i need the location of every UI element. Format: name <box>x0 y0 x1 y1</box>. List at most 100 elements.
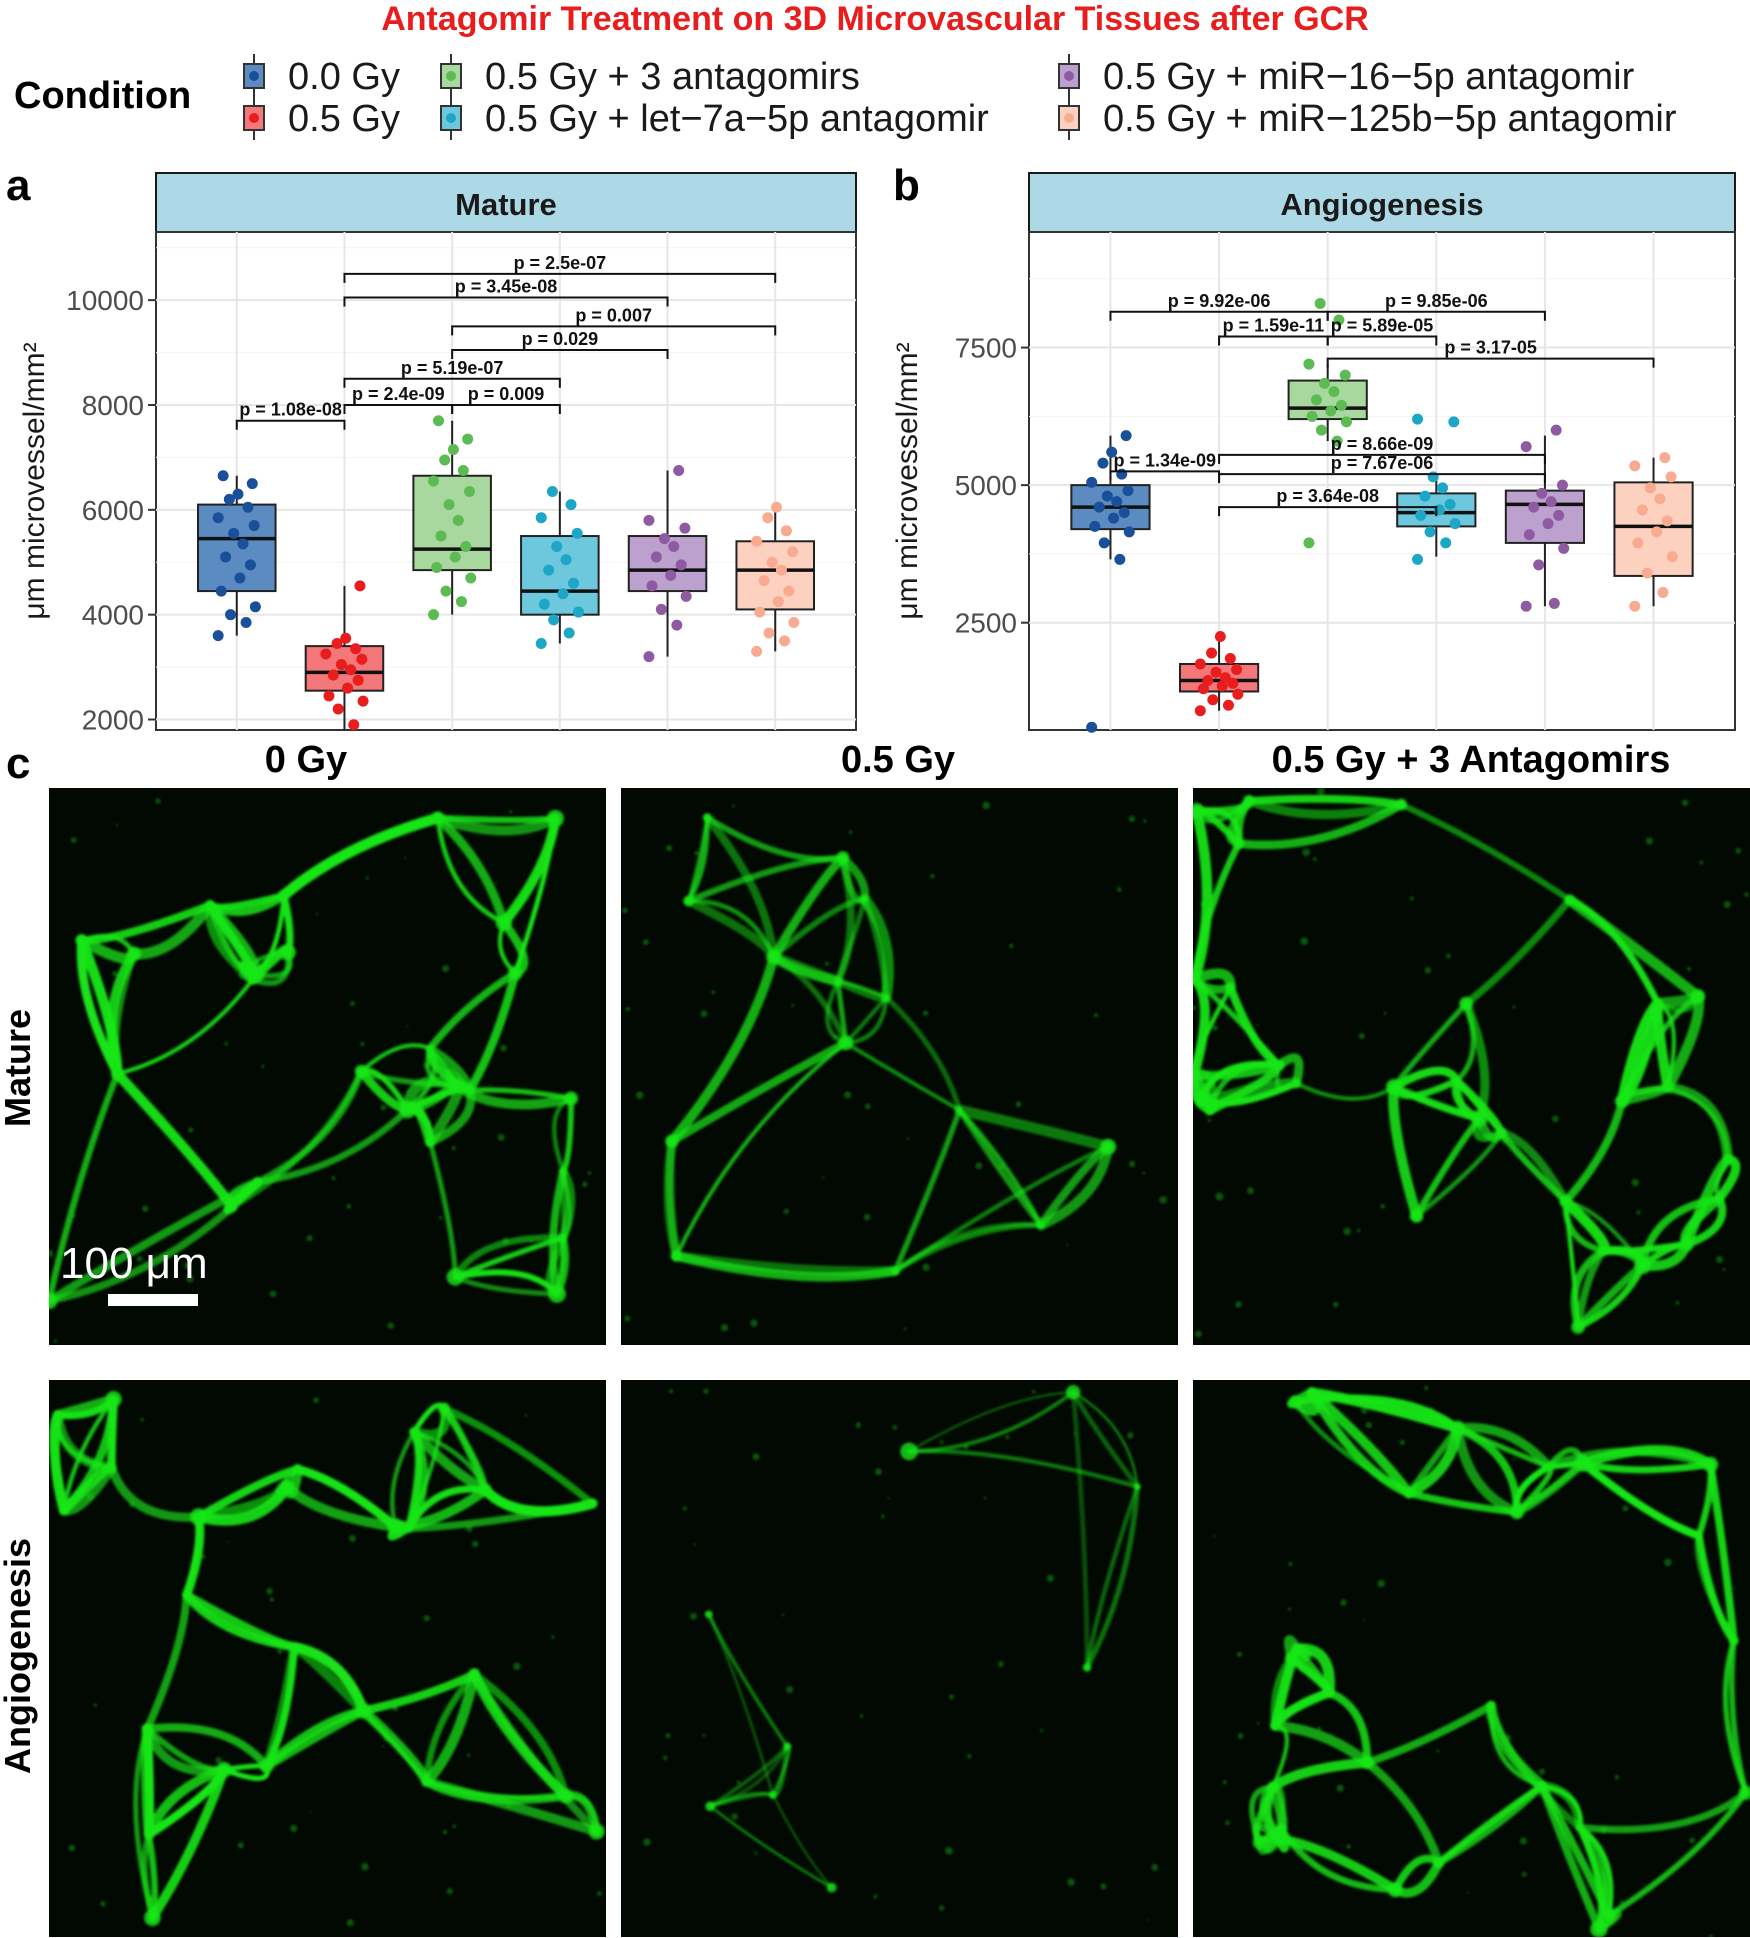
data-point <box>754 606 766 618</box>
data-point <box>1665 471 1677 483</box>
data-point <box>1437 482 1449 494</box>
microscopy-grid: 0 Gy 0.5 Gy 0.5 Gy + 3 Antagomirs Mature… <box>0 739 1750 1937</box>
plot-area-angiogenesis <box>1028 231 1736 731</box>
strip-title-mature: Mature <box>455 187 557 222</box>
significance-bracket: p = 3.64e-08 <box>1218 486 1438 517</box>
p-value-label: p = 0.029 <box>522 329 599 349</box>
legend-label: 0.5 Gy + miR−125b−5p antagomir <box>1103 98 1677 140</box>
significance-bracket: p = 3.45e-08 <box>343 277 669 307</box>
data-point <box>1419 490 1431 502</box>
data-point <box>766 556 778 568</box>
data-point <box>234 572 246 584</box>
data-point <box>342 682 354 694</box>
data-point <box>331 638 343 650</box>
data-point <box>1315 424 1327 436</box>
significance-bracket: p = 8.66e-09 <box>1218 434 1546 464</box>
legend-label: 0.5 Gy + miR−16−5p antagomir <box>1103 56 1635 98</box>
box-4 <box>627 465 708 663</box>
legend-key <box>1058 54 1080 98</box>
column-label-05gy: 0.5 Gy <box>841 739 955 781</box>
data-point <box>650 551 662 563</box>
legend-key <box>440 54 462 98</box>
y-axis-angiogenesis: 2500 5000 7500 <box>955 333 1029 639</box>
y-tick-label: 2500 <box>955 608 1017 639</box>
data-point <box>1440 537 1452 549</box>
data-point <box>1111 496 1123 508</box>
data-point <box>1548 597 1560 609</box>
y-tick-label: 7500 <box>955 333 1017 364</box>
y-tick-label: 4000 <box>82 600 144 631</box>
data-point <box>1536 487 1548 499</box>
data-point <box>546 485 558 497</box>
data-point <box>1636 504 1648 516</box>
data-point <box>455 596 467 608</box>
data-point <box>1629 600 1641 612</box>
significance-bracket: p = 0.007 <box>451 305 777 336</box>
data-point <box>775 564 787 576</box>
p-value-label: p = 2.4e-09 <box>352 384 445 404</box>
data-point <box>1086 476 1098 488</box>
data-point <box>443 499 455 511</box>
data-point <box>1340 416 1352 428</box>
box-body <box>627 535 708 593</box>
data-point <box>675 559 687 571</box>
data-point <box>1122 485 1134 497</box>
micrograph-tile <box>49 1380 606 1937</box>
significance-bracket: p = 7.67e-06 <box>1218 453 1546 484</box>
data-point <box>320 648 332 660</box>
data-point <box>242 501 254 513</box>
data-point <box>1558 542 1570 554</box>
data-point <box>354 580 366 592</box>
data-point <box>1097 457 1109 469</box>
data-point <box>1098 537 1110 549</box>
data-point <box>572 606 584 618</box>
data-point <box>340 632 352 644</box>
row-label-mature: Mature <box>0 1009 38 1127</box>
legend-key <box>243 54 265 98</box>
data-point <box>1415 509 1427 521</box>
significance-bracket: p = 5.89e-05 <box>1326 316 1438 346</box>
data-point <box>563 627 575 639</box>
data-point <box>212 512 224 524</box>
data-point <box>1106 446 1118 458</box>
data-point <box>228 527 240 539</box>
data-point <box>679 522 691 534</box>
data-point <box>1222 699 1234 711</box>
data-point <box>1306 410 1318 422</box>
box-1 <box>1178 630 1260 717</box>
data-point <box>1118 507 1130 519</box>
data-point <box>1319 377 1331 389</box>
p-value-label: p = 3.64e-08 <box>1276 486 1379 506</box>
strip-mature <box>155 172 857 233</box>
legend-key <box>1058 96 1080 140</box>
box-4 <box>1504 424 1586 612</box>
data-point <box>212 630 224 642</box>
data-point <box>452 514 464 526</box>
data-point <box>1651 526 1663 538</box>
data-point <box>232 488 244 500</box>
data-point <box>646 580 658 592</box>
legend-label: 0.5 Gy + 3 antagomirs <box>485 56 860 98</box>
p-value-label: p = 0.007 <box>575 305 652 325</box>
data-point <box>538 598 550 610</box>
data-point <box>1108 512 1120 524</box>
data-point <box>557 588 569 600</box>
data-point <box>1335 399 1347 411</box>
box-3 <box>1396 413 1477 565</box>
data-point <box>1553 509 1565 521</box>
significance-bracket: p = 0.029 <box>451 329 669 359</box>
data-point <box>671 619 683 631</box>
micrograph-tile <box>621 1380 1178 1937</box>
data-point <box>348 719 360 731</box>
p-value-label: p = 1.08e-08 <box>239 400 342 420</box>
legend-title: Condition <box>14 75 191 117</box>
data-point <box>240 617 252 629</box>
data-point <box>440 585 452 597</box>
data-point <box>1523 529 1535 541</box>
data-point <box>1194 705 1206 717</box>
data-point <box>460 541 472 553</box>
data-point <box>1528 501 1540 513</box>
data-point <box>1197 683 1209 695</box>
data-point <box>1219 672 1231 684</box>
